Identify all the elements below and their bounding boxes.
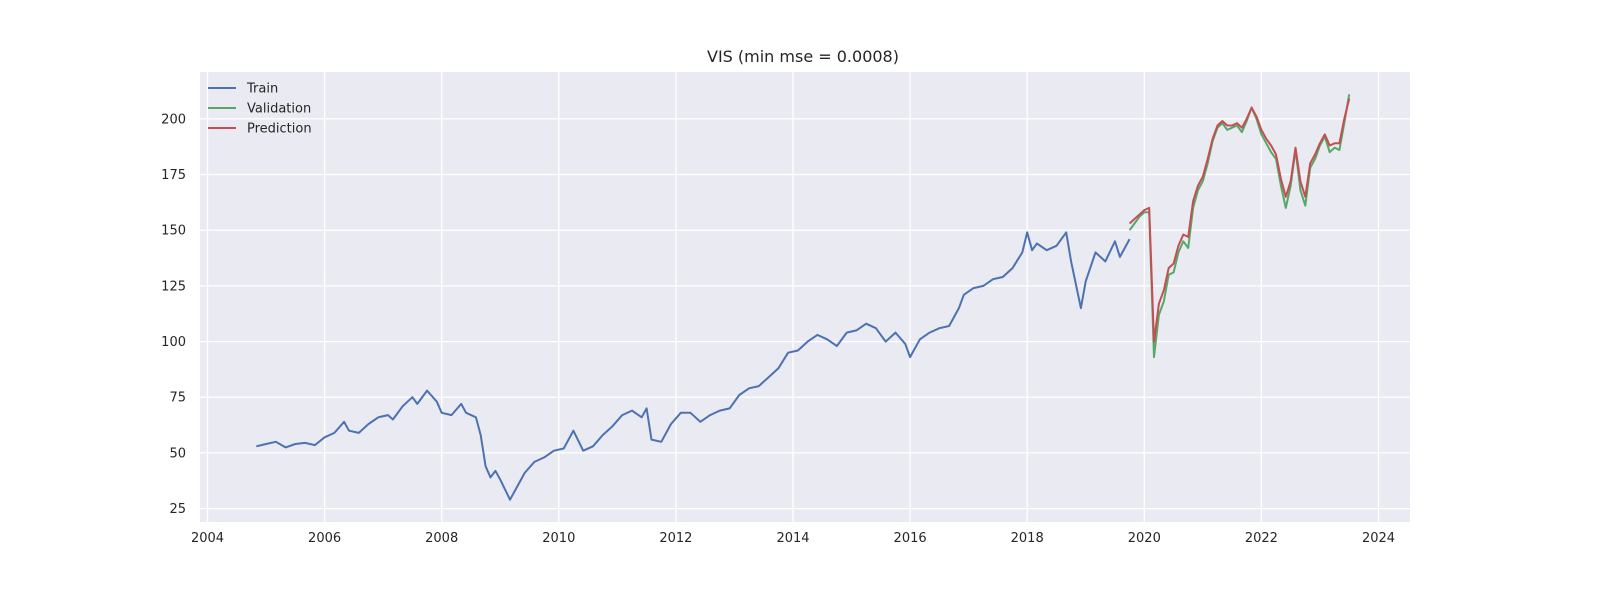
x-tick-label: 2010: [542, 531, 575, 546]
x-tick-label: 2006: [308, 531, 341, 546]
x-tick-label: 2016: [894, 531, 927, 546]
legend-label-validation: Validation: [247, 102, 311, 117]
x-tick-label: 2022: [1245, 531, 1278, 546]
y-tick-label: 175: [161, 168, 186, 183]
y-tick-label: 150: [161, 224, 186, 239]
y-tick-label: 50: [169, 446, 186, 461]
plot-area: [200, 72, 1410, 522]
y-tick-label: 200: [161, 112, 186, 127]
chart-title: VIS (min mse = 0.0008): [707, 47, 899, 66]
x-tick-label: 2020: [1128, 531, 1161, 546]
x-tick-label: 2014: [776, 531, 809, 546]
series-lines: [256, 94, 1351, 501]
x-axis-ticks: 2004 2006 2008 2010 2012 2014 2016 2018 2020 2022…: [191, 531, 1395, 546]
series-line-validation: [1128, 94, 1351, 359]
x-tick-label: 2008: [425, 531, 458, 546]
y-tick-label: 125: [161, 279, 186, 294]
x-tick-label: 2004: [191, 531, 224, 546]
y-tick-label: 25: [169, 502, 186, 517]
y-tick-label: 100: [161, 335, 186, 350]
y-tick-label: 75: [169, 391, 186, 406]
legend-label-train: Train: [246, 82, 278, 97]
series-line-prediction: [1128, 98, 1351, 343]
grid-lines: [200, 72, 1410, 522]
y-axis-ticks: 25 50 75 100 125 150 175 200: [161, 112, 186, 517]
x-tick-label: 2012: [659, 531, 692, 546]
x-tick-label: 2018: [1011, 531, 1044, 546]
legend: Train Validation Prediction: [208, 82, 312, 137]
series-line-train: [256, 231, 1131, 501]
x-tick-label: 2024: [1362, 531, 1395, 546]
legend-label-prediction: Prediction: [247, 122, 312, 137]
